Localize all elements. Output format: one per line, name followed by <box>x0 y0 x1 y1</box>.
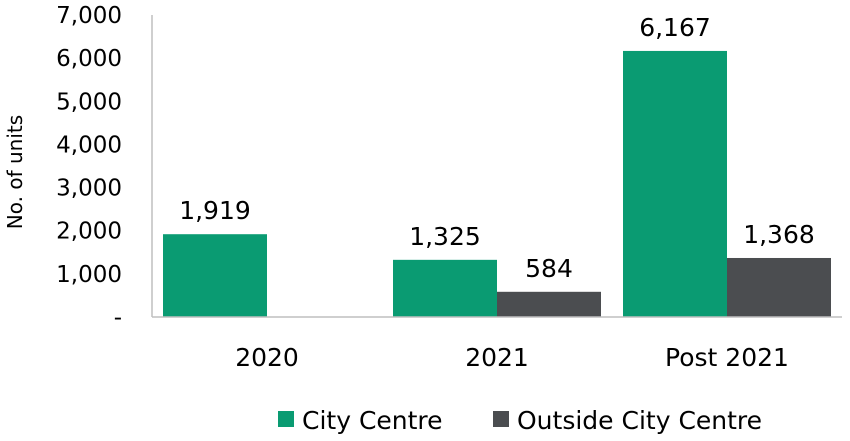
data-label: 6,167 <box>639 13 711 42</box>
y-tick-label: 3,000 <box>56 176 122 202</box>
data-label: 1,325 <box>409 222 481 251</box>
legend-label: Outside City Centre <box>517 406 762 435</box>
legend-swatch-outside-city-centre <box>493 411 509 427</box>
legend-swatch-city-centre <box>278 411 294 427</box>
data-label: 1,919 <box>179 196 251 225</box>
legend: City Centre Outside City Centre <box>278 406 762 435</box>
data-labels: 1,919 1,325 584 6,167 1,368 <box>179 13 815 283</box>
x-axis-categories: 2020 2021 Post 2021 <box>235 343 789 372</box>
y-tick-label: 7,000 <box>56 3 122 29</box>
bar-outside-city-centre-2021 <box>497 291 601 317</box>
data-label: 584 <box>525 254 573 283</box>
data-label: 1,368 <box>743 220 815 249</box>
x-category-label: Post 2021 <box>665 343 789 372</box>
x-category-label: 2020 <box>235 343 299 372</box>
y-tick-label: 6,000 <box>56 46 122 72</box>
bar-city-centre-2020 <box>163 234 267 317</box>
y-tick-label: 4,000 <box>56 132 122 158</box>
bars <box>163 50 831 318</box>
y-axis-label: No. of units <box>3 115 27 229</box>
legend-label: City Centre <box>302 406 443 435</box>
bar-outside-city-centre-post-2021 <box>727 257 831 317</box>
y-axis-ticks: - 1,000 2,000 3,000 4,000 5,000 6,000 7,000 <box>56 3 122 331</box>
x-category-label: 2021 <box>465 343 529 372</box>
bar-city-centre-post-2021 <box>623 50 727 318</box>
bar-city-centre-2021 <box>393 259 497 317</box>
y-tick-label: 2,000 <box>56 219 122 245</box>
y-tick-label: - <box>114 305 122 331</box>
y-tick-label: 5,000 <box>56 89 122 115</box>
y-tick-label: 1,000 <box>56 262 122 288</box>
